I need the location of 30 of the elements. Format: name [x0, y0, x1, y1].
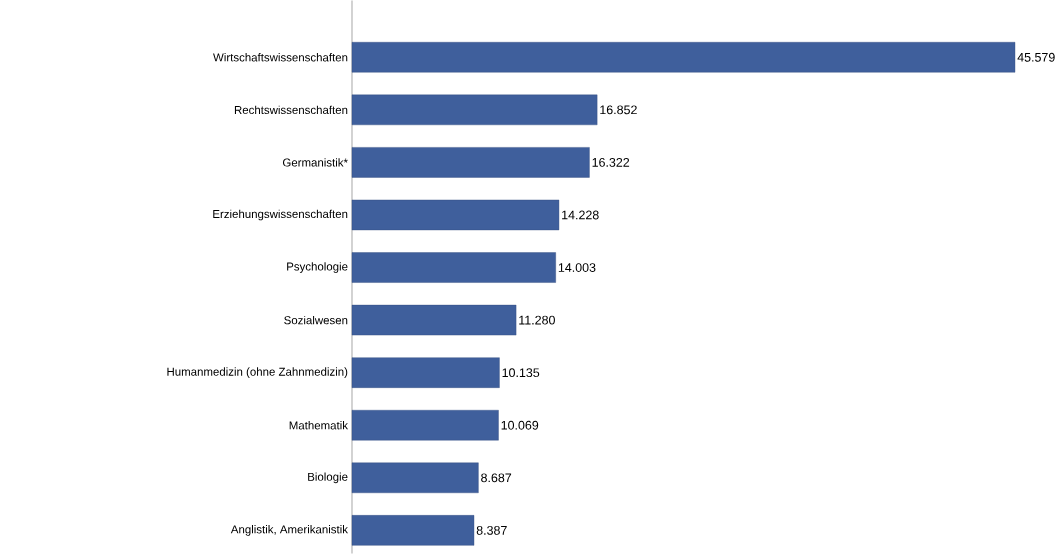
bar: [351, 94, 598, 126]
y-tick-label: Psychologie: [287, 262, 348, 273]
data-label: 16.852: [600, 105, 637, 115]
bar: [351, 42, 1016, 73]
bar: [351, 515, 475, 546]
y-tick-label: Mathematik: [289, 421, 348, 430]
data-label: 10.069: [501, 420, 539, 430]
y-tick-label: Rechtswissenschaften: [234, 105, 348, 115]
y-tick-label: Humanmedizin (ohne Zahnmedizin): [167, 367, 348, 379]
bar: [351, 199, 560, 231]
data-label: 8.387: [476, 525, 507, 535]
bar: [351, 357, 500, 388]
y-tick-label: Anglistik, Amerikanistik: [230, 525, 348, 536]
data-label: 11.280: [519, 315, 555, 325]
y-tick-label: Erziehungswissenschaften: [213, 209, 348, 221]
y-tick-label: Biologie: [308, 472, 348, 484]
data-label: 16.322: [592, 158, 630, 167]
y-tick-label: Sozialwesen: [284, 315, 348, 325]
bar: [351, 462, 479, 493]
data-label: 45.579: [1017, 52, 1055, 62]
bar: [351, 252, 556, 283]
bar: [351, 410, 499, 441]
y-tick-label: Wirtschaftswissenschaften: [213, 53, 348, 62]
bar: [351, 304, 517, 336]
data-label: 14.228: [562, 210, 599, 220]
y-tick-label: Germanistik*: [282, 158, 348, 167]
data-label: 10.135: [502, 368, 540, 378]
data-label: 8.687: [481, 473, 512, 483]
data-label: 14.003: [558, 263, 596, 272]
bar: [351, 147, 590, 178]
